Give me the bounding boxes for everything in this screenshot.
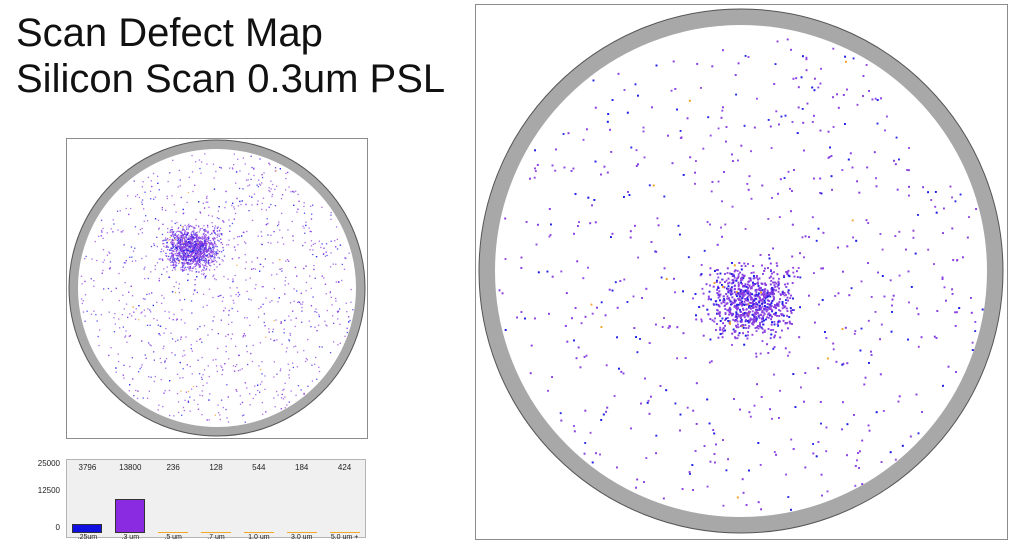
title-line-2: Silicon Scan 0.3um PSL [16,57,446,101]
bin-count-label: 424 [337,463,352,472]
bin-label: 5.0 um + [330,534,359,541]
histogram-bar [329,531,360,533]
histogram-bar [201,532,231,533]
bin-count-label: 236 [166,463,180,472]
bin-label: .7 um [207,534,225,541]
wafer-map-overview [66,138,368,439]
wafer-outline [478,8,1004,534]
bin-count-label: 544 [252,463,266,472]
histogram-bar [243,531,274,533]
wafer-edge-ring [479,9,1003,533]
y-tick-label: 12500 [37,486,60,495]
bin-count-label: 13800 [119,463,142,472]
histogram-bar [158,532,189,533]
slide-title: Scan Defect Map Silicon Scan 0.3um PSL [16,10,445,102]
wafer-edge-ring [69,140,365,436]
histogram-bar [115,499,146,533]
bin-label: 3.0 um [291,534,313,541]
wafer-detail-graphic [478,8,1004,534]
defect-points [498,38,984,511]
histogram-bar [286,532,317,533]
bin-label: .25um [77,534,98,541]
wafer-outline [68,139,366,437]
histogram-bar [72,523,103,533]
bin-count-label: 184 [295,463,309,472]
wafer-map-detail [475,4,1008,540]
y-tick-label: 25000 [37,459,60,468]
bin-count-label: 3796 [78,463,97,472]
title-line-1: Scan Defect Map [16,11,323,55]
size-histogram: 25000 12500 0 3796 .25um 13800 .3 um 236 .5 u… [30,455,366,543]
defect-points [80,153,354,423]
wafer-overview-graphic [68,139,366,437]
bin-label: .5 um [164,534,182,541]
bin-label: .3 um [121,534,140,541]
y-tick-label: 0 [55,523,60,532]
bin-label: 1.0 um [248,534,270,541]
bin-count-label: 128 [209,463,223,472]
